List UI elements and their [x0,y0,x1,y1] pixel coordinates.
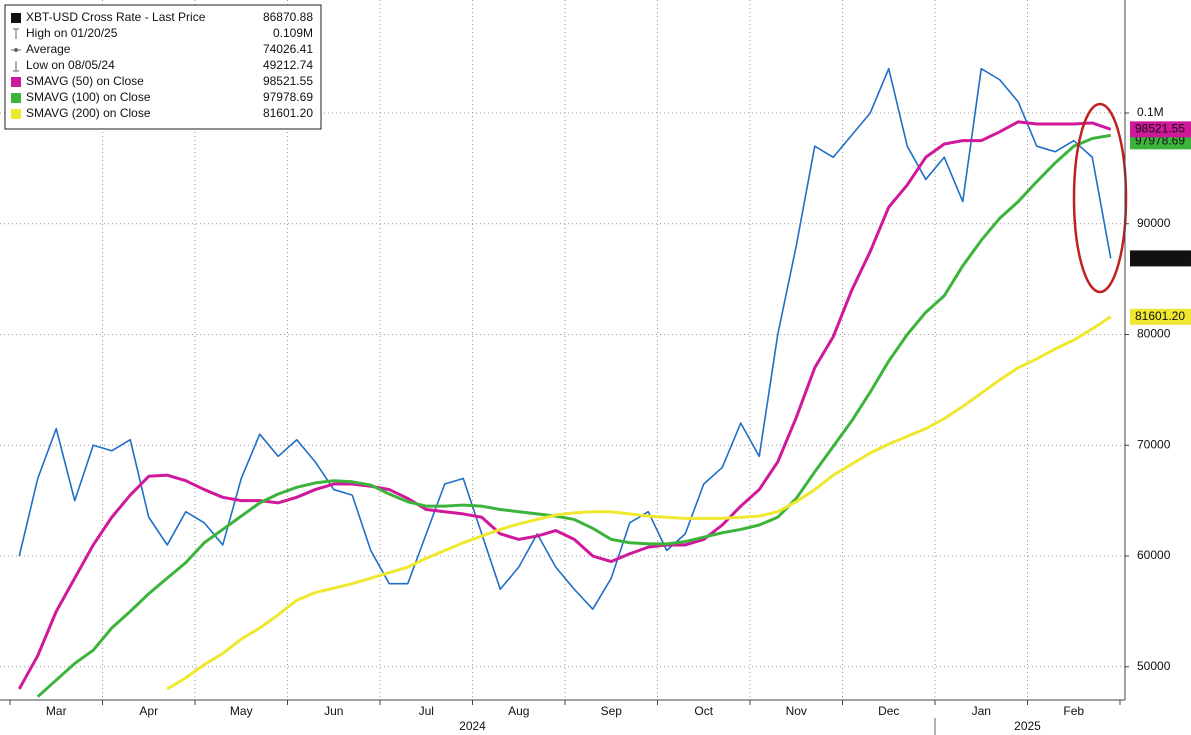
legend-label: XBT-USD Cross Rate - Last Price [26,10,206,24]
year-label: 2025 [1014,719,1041,733]
sma-line [166,315,1112,691]
legend-swatch [11,93,21,103]
legend-value: 0.109M [273,26,313,40]
last-value-tag [1130,133,1191,150]
legend-glyph [14,48,18,52]
legend-value: 74026.41 [263,42,313,56]
x-tick-label: May [230,704,253,718]
x-tick-label: Mar [46,704,67,718]
legend-value: 97978.69 [263,90,313,104]
legend: XBT-USD Cross Rate - Last Price 86870.88 H… [4,4,322,130]
legend-label: Average [26,42,71,56]
x-tick-label: Jun [324,704,343,718]
legend-label: SMAVG (50) on Close [26,74,144,88]
legend-label: High on 01/20/25 [26,26,118,40]
x-tick-label: Oct [694,704,713,718]
y-tick-label: 60000 [1137,548,1171,562]
legend-swatch [11,13,21,23]
y-tick-label: 0.1M [1137,105,1164,119]
last-value-label: 81601.20 [1135,309,1185,323]
legend-label: Low on 08/05/24 [26,58,115,72]
x-tick-label: Feb [1063,704,1084,718]
x-tick-label: Aug [508,704,529,718]
last-value-label: 86870.88 [1135,251,1185,265]
highlight-ellipse [1072,102,1128,294]
legend-box [4,4,322,130]
sma-line [17,120,1112,690]
last-value-tag [1130,250,1191,267]
x-tick-label: Dec [878,704,899,718]
legend-swatch [11,109,21,119]
price-line [18,67,1112,610]
y-tick-label: 70000 [1137,437,1171,451]
last-value-label: 98521.55 [1135,122,1185,136]
legend-swatch [11,77,21,87]
y-tick-label: 80000 [1137,327,1171,341]
legend-value: 49212.74 [263,58,313,72]
last-value-tag [1130,308,1191,325]
last-value-tag [1130,121,1191,138]
legend-value: 98521.55 [263,74,313,88]
x-tick-label: Sep [601,704,623,718]
x-tick-label: Apr [139,704,158,718]
sma-line [36,133,1111,698]
legend-label: SMAVG (100) on Close [26,90,151,104]
y-tick-label: 90000 [1137,216,1171,230]
y-tick-label: 50000 [1137,659,1171,673]
legend-value: 81601.20 [263,106,313,120]
x-tick-label: Nov [786,704,807,718]
legend-label: SMAVG (200) on Close [26,106,151,120]
axis-labels: 50000 60000 70000 80000 90000 0.1M Mar Apr May Ju… [9,105,1191,733]
year-label: 2024 [459,719,486,733]
x-tick-label: Jan [972,704,991,718]
lines [17,67,1112,698]
x-tick-label: Jul [419,704,434,718]
legend-value: 86870.88 [263,10,313,24]
